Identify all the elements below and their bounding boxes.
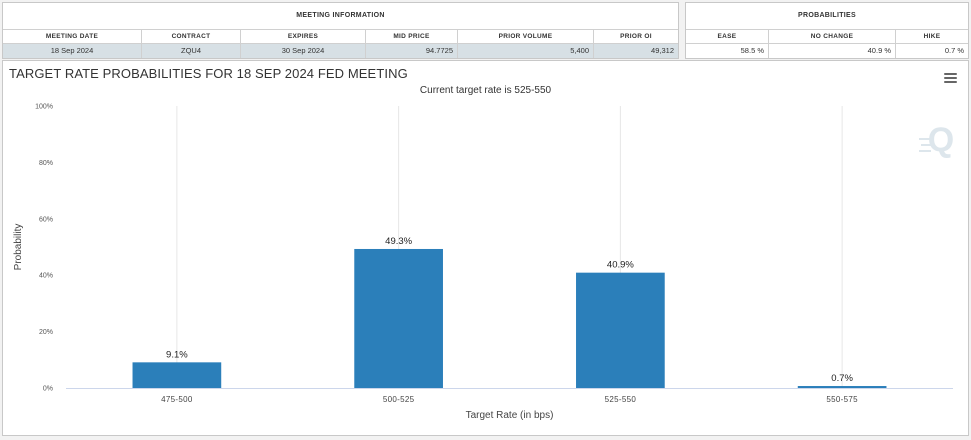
- svg-text:Q: Q: [928, 121, 954, 159]
- meeting-information-title: MEETING INFORMATION: [3, 3, 678, 30]
- chart-subtitle: Current target rate is 525-550: [419, 85, 552, 96]
- x-tick-label: 475-500: [161, 395, 193, 404]
- chart-panel: TARGET RATE PROBABILITIES FOR 18 SEP 202…: [2, 60, 969, 436]
- cell-prior-volume: 5,400: [458, 44, 594, 58]
- y-tick-label: 80%: [39, 160, 53, 167]
- probabilities-title: PROBABILITIES: [686, 3, 968, 30]
- x-tick-label: 550-575: [826, 395, 858, 404]
- header-prior-volume: PRIOR VOLUME: [458, 30, 594, 43]
- probabilities-table: PROBABILITIES EASE NO CHANGE HIKE 58.5 %…: [685, 2, 969, 59]
- cell-no-change: 40.9 %: [769, 44, 896, 58]
- header-hike: HIKE: [923, 33, 941, 40]
- meeting-information-table: MEETING INFORMATION MEETING DATE CONTRAC…: [2, 2, 679, 59]
- bar-chart: 0% 20% 40% 60% 80% 100% 9.1% 49.3% 40.9% 0.7% 47…: [13, 104, 954, 422]
- cell-expires: 30 Sep 2024: [241, 44, 366, 58]
- cell-contract: ZQU4: [142, 44, 241, 58]
- bar-500-525[interactable]: [354, 248, 443, 388]
- meeting-information-data-row: 18 Sep 2024 ZQU4 30 Sep 2024 94.7725 5,4…: [3, 44, 678, 58]
- gridlines: [176, 106, 843, 388]
- data-label: 40.9%: [607, 260, 634, 271]
- q-logo-icon: Q: [919, 121, 954, 159]
- header-ease: EASE: [686, 30, 769, 43]
- probabilities-data-row: 58.5 % 40.9 % 0.7 %: [686, 44, 968, 58]
- cell-mid-price: 94.7725: [366, 44, 458, 58]
- data-label: 49.3%: [385, 236, 412, 247]
- y-tick-label: 60%: [39, 216, 53, 223]
- meeting-information-header-row: MEETING DATE CONTRACT EXPIRES MID PRICE …: [3, 30, 678, 44]
- cell-ease: 58.5 %: [686, 44, 769, 58]
- y-tick-label: 100%: [35, 104, 53, 111]
- cell-hike: 0.7 %: [944, 46, 964, 55]
- header-no-change: NO CHANGE: [769, 30, 896, 43]
- cell-prior-oi: 49,312: [651, 46, 674, 55]
- header-prior-oi: PRIOR OI: [620, 33, 652, 40]
- bar-525-550[interactable]: [576, 272, 665, 388]
- hamburger-menu-icon[interactable]: [944, 73, 957, 83]
- bars: [132, 248, 887, 388]
- cell-meeting-date: 18 Sep 2024: [3, 44, 142, 58]
- header-contract: CONTRACT: [142, 30, 241, 43]
- y-tick-label: 0%: [43, 386, 53, 393]
- bar-550-575[interactable]: [797, 386, 887, 388]
- data-label: 0.7%: [831, 373, 853, 384]
- header-expires: EXPIRES: [241, 30, 366, 43]
- header-meeting-date: MEETING DATE: [3, 30, 142, 43]
- y-tick-label: 40%: [39, 273, 53, 280]
- y-axis-title: Probability: [13, 224, 24, 271]
- x-tick-labels: 475-500 500-525 525-550 550-575: [161, 395, 858, 404]
- bar-475-500[interactable]: [132, 362, 222, 388]
- x-tick-label: 500-525: [383, 395, 415, 404]
- chart-title: TARGET RATE PROBABILITIES FOR 18 SEP 202…: [9, 66, 408, 81]
- y-tick-label: 20%: [39, 329, 53, 336]
- x-tick-label: 525-550: [605, 395, 637, 404]
- data-labels: 9.1% 49.3% 40.9% 0.7%: [166, 236, 853, 384]
- x-axis-title: Target Rate (in bps): [466, 410, 554, 421]
- data-label: 9.1%: [166, 349, 188, 360]
- y-tick-labels: 0% 20% 40% 60% 80% 100%: [35, 104, 53, 393]
- probabilities-header-row: EASE NO CHANGE HIKE: [686, 30, 968, 44]
- header-mid-price: MID PRICE: [366, 30, 458, 43]
